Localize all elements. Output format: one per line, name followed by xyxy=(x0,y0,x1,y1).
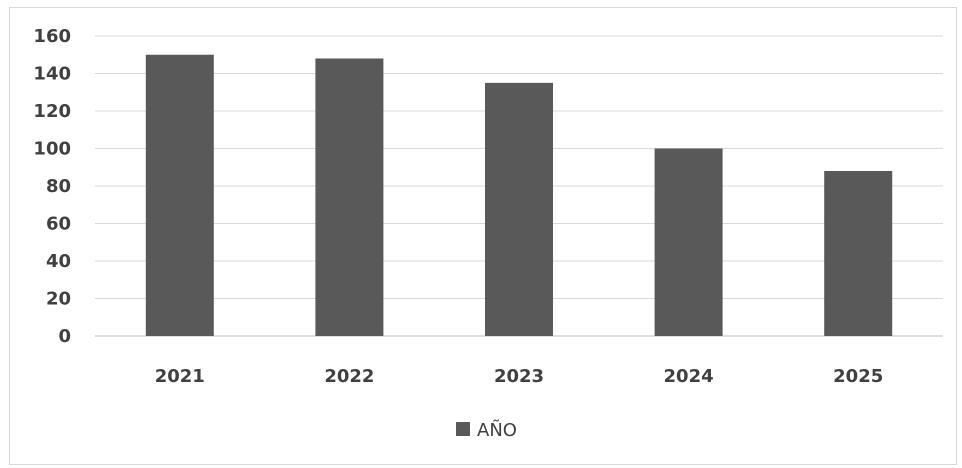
x-axis-ticks: 2021 2022 2023 2024 2025 xyxy=(155,366,884,387)
x-tick-label: 2025 xyxy=(833,366,883,387)
x-tick-label: 2023 xyxy=(494,366,544,387)
y-tick-label: 140 xyxy=(33,64,71,85)
x-tick-label: 2021 xyxy=(155,366,205,387)
legend-swatch xyxy=(456,422,470,436)
x-tick-label: 2024 xyxy=(664,366,714,387)
bar-2024 xyxy=(654,148,723,336)
bar-2025 xyxy=(824,171,893,336)
bar-2023 xyxy=(485,82,553,336)
y-tick-label: 20 xyxy=(46,289,71,310)
bar-2022 xyxy=(315,58,384,336)
y-tick-label: 0 xyxy=(58,326,71,347)
y-tick-label: 60 xyxy=(46,214,71,235)
x-tick-label: 2022 xyxy=(324,366,374,387)
bars xyxy=(145,54,893,336)
y-tick-label: 100 xyxy=(33,139,71,160)
y-tick-label: 120 xyxy=(33,101,71,122)
y-tick-label: 160 xyxy=(33,26,71,47)
y-axis-ticks: 0 20 40 60 80 100 120 140 160 xyxy=(33,26,71,347)
legend: AÑO xyxy=(456,419,517,441)
y-tick-label: 80 xyxy=(46,176,71,197)
legend-label: AÑO xyxy=(477,419,517,441)
y-tick-label: 40 xyxy=(46,251,71,272)
bar-2021 xyxy=(145,54,214,336)
